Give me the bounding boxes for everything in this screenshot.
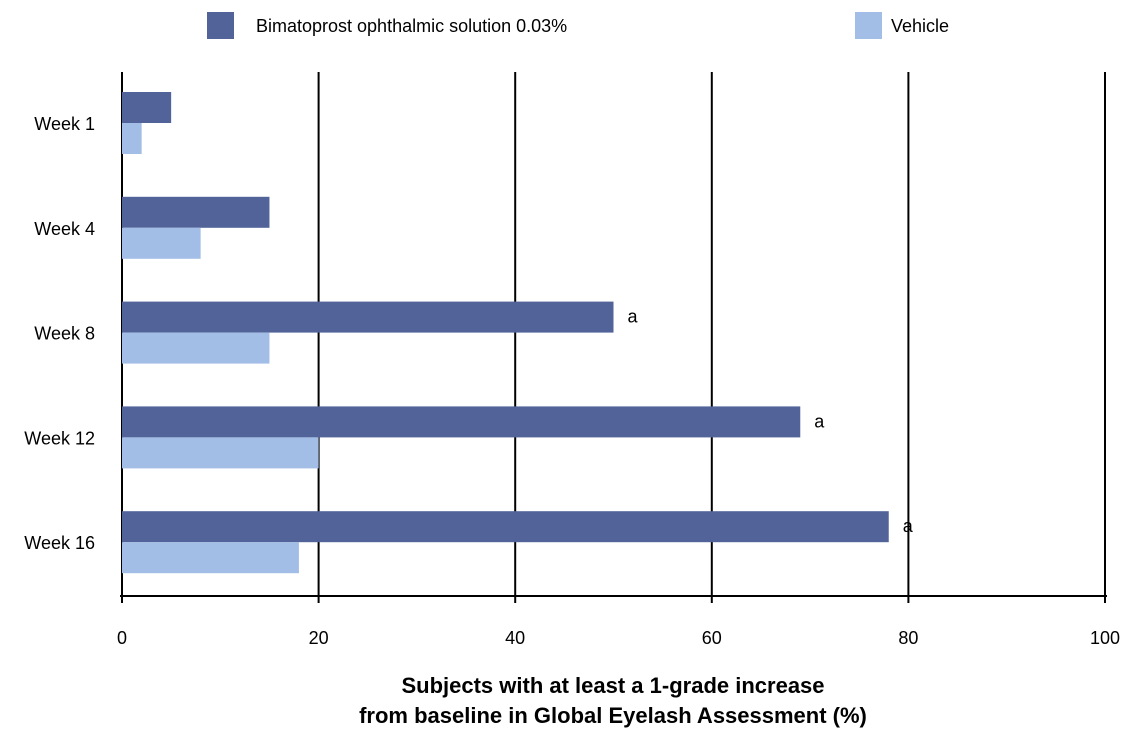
x-tick-label: 100 — [1090, 628, 1120, 648]
x-tick-label: 0 — [117, 628, 127, 648]
x-axis-title-line-1: Subjects with at least a 1-grade increas… — [401, 673, 824, 698]
gridlines — [121, 72, 1106, 596]
bar-vehicle — [122, 437, 319, 469]
bar-bimatoprost — [122, 511, 889, 543]
bar-bimatoprost — [122, 406, 801, 438]
category-labels: Week 1 Week 4 Week 8 Week 12 Week 16 — [24, 114, 95, 553]
legend: Bimatoprost ophthalmic solution 0.03% Ve… — [207, 12, 949, 39]
x-axis-title: Subjects with at least a 1-grade increas… — [359, 673, 867, 728]
bar-vehicle — [122, 123, 142, 154]
bar-vehicle — [122, 542, 299, 574]
bars — [122, 92, 889, 574]
legend-swatch-bimatoprost — [207, 12, 234, 39]
bar-vehicle — [122, 332, 270, 364]
bar-annotations: a a a — [628, 307, 914, 537]
significance-annotation: a — [903, 516, 914, 536]
x-tick-label: 20 — [309, 628, 329, 648]
legend-label-bimatoprost: Bimatoprost ophthalmic solution 0.03% — [256, 16, 567, 36]
x-axis: 0 20 40 60 80 100 — [117, 595, 1120, 648]
significance-annotation: a — [628, 307, 639, 327]
significance-annotation: a — [814, 411, 825, 431]
x-axis-title-line-2: from baseline in Global Eyelash Assessme… — [359, 703, 867, 728]
bar-bimatoprost — [122, 92, 172, 123]
bar-bimatoprost — [122, 196, 270, 228]
category-label: Week 16 — [24, 533, 95, 553]
x-tick-label: 80 — [898, 628, 918, 648]
category-label: Week 1 — [34, 114, 95, 134]
legend-swatch-vehicle — [855, 12, 882, 39]
legend-label-vehicle: Vehicle — [891, 16, 949, 36]
category-label: Week 4 — [34, 219, 95, 239]
category-label: Week 8 — [34, 324, 95, 344]
bar-vehicle — [122, 227, 201, 259]
x-tick-label: 60 — [702, 628, 722, 648]
category-label: Week 12 — [24, 428, 95, 448]
bar-bimatoprost — [122, 301, 614, 333]
x-tick-label: 40 — [505, 628, 525, 648]
